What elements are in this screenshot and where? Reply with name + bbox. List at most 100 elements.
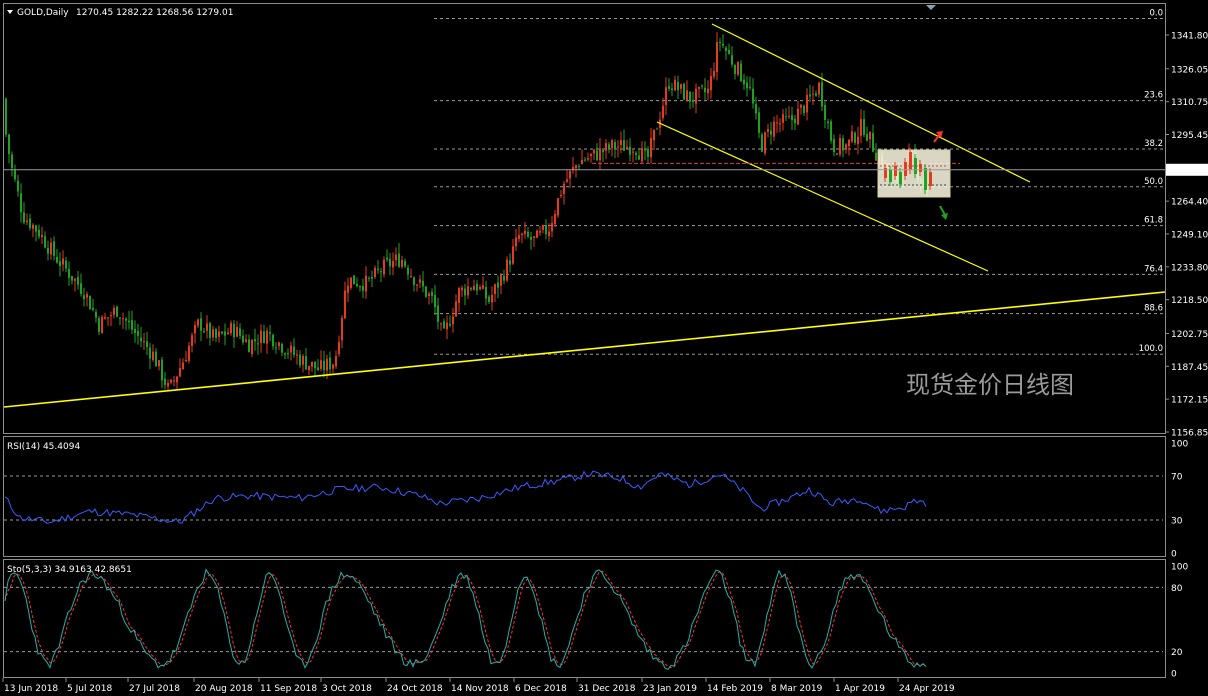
bullish-candle[interactable] bbox=[716, 42, 718, 73]
bearish-candle[interactable] bbox=[758, 112, 760, 133]
bullish-candle[interactable] bbox=[542, 225, 544, 230]
bullish-candle[interactable] bbox=[539, 231, 541, 233]
chart-menu-triangle-icon[interactable] bbox=[7, 10, 13, 14]
bullish-candle[interactable] bbox=[335, 356, 337, 367]
bullish-candle[interactable] bbox=[104, 317, 106, 319]
bearish-candle[interactable] bbox=[584, 159, 586, 161]
box-candle[interactable] bbox=[894, 166, 897, 176]
bullish-candle[interactable] bbox=[173, 380, 175, 382]
bearish-candle[interactable] bbox=[23, 212, 25, 223]
bullish-candle[interactable] bbox=[62, 258, 64, 265]
bearish-candle[interactable] bbox=[755, 104, 757, 114]
bearish-candle[interactable] bbox=[875, 152, 877, 161]
bullish-candle[interactable] bbox=[572, 166, 574, 170]
bullish-candle[interactable] bbox=[278, 342, 280, 347]
bearish-candle[interactable] bbox=[545, 225, 547, 235]
bullish-candle[interactable] bbox=[641, 148, 643, 162]
bearish-candle[interactable] bbox=[809, 94, 811, 97]
bullish-candle[interactable] bbox=[665, 87, 667, 105]
bullish-candle[interactable] bbox=[512, 246, 514, 264]
bullish-candle[interactable] bbox=[446, 322, 448, 330]
bearish-candle[interactable] bbox=[44, 236, 46, 248]
bullish-candle[interactable] bbox=[401, 259, 403, 267]
bullish-candle[interactable] bbox=[320, 360, 322, 369]
bullish-candle[interactable] bbox=[395, 254, 397, 260]
bearish-candle[interactable] bbox=[692, 100, 694, 102]
bearish-candle[interactable] bbox=[353, 275, 355, 285]
bearish-candle[interactable] bbox=[161, 359, 163, 381]
bearish-candle[interactable] bbox=[746, 82, 748, 89]
bearish-candle[interactable] bbox=[476, 283, 478, 291]
bearish-candle[interactable] bbox=[833, 139, 835, 153]
bullish-candle[interactable] bbox=[344, 290, 346, 319]
bullish-candle[interactable] bbox=[107, 317, 109, 319]
bearish-candle[interactable] bbox=[263, 331, 265, 343]
bearish-candle[interactable] bbox=[821, 82, 823, 107]
bearish-candle[interactable] bbox=[209, 323, 211, 338]
bearish-candle[interactable] bbox=[683, 83, 685, 100]
bullish-candle[interactable] bbox=[218, 331, 220, 337]
bullish-candle[interactable] bbox=[41, 234, 43, 237]
bearish-candle[interactable] bbox=[872, 133, 874, 152]
stochastic-main-line[interactable] bbox=[4, 568, 927, 671]
box-candle[interactable] bbox=[889, 170, 892, 182]
bullish-candle[interactable] bbox=[152, 351, 154, 361]
bullish-candle[interactable] bbox=[674, 79, 676, 91]
bearish-candle[interactable] bbox=[671, 88, 673, 91]
bullish-candle[interactable] bbox=[698, 86, 700, 89]
box-candle[interactable] bbox=[919, 164, 922, 172]
bearish-candle[interactable] bbox=[65, 260, 67, 269]
bearish-candle[interactable] bbox=[485, 286, 487, 299]
bullish-candle[interactable] bbox=[461, 287, 463, 291]
bullish-candle[interactable] bbox=[566, 179, 568, 182]
bullish-candle[interactable] bbox=[782, 114, 784, 123]
bearish-candle[interactable] bbox=[830, 121, 832, 141]
bullish-candle[interactable] bbox=[365, 275, 367, 292]
bullish-candle[interactable] bbox=[290, 345, 292, 353]
bearish-candle[interactable] bbox=[743, 79, 745, 85]
bullish-candle[interactable] bbox=[227, 332, 229, 334]
bearish-candle[interactable] bbox=[638, 155, 640, 160]
bearish-candle[interactable] bbox=[404, 260, 406, 267]
bearish-candle[interactable] bbox=[59, 261, 61, 267]
bullish-candle[interactable] bbox=[710, 76, 712, 91]
bearish-candle[interactable] bbox=[749, 86, 751, 88]
bullish-candle[interactable] bbox=[632, 151, 634, 153]
bullish-candle[interactable] bbox=[776, 122, 778, 124]
bearish-candle[interactable] bbox=[722, 43, 724, 46]
bearish-candle[interactable] bbox=[98, 318, 100, 332]
bearish-candle[interactable] bbox=[233, 323, 235, 338]
bearish-candle[interactable] bbox=[377, 268, 379, 271]
bullish-candle[interactable] bbox=[515, 237, 517, 247]
bullish-candle[interactable] bbox=[599, 148, 601, 161]
bearish-candle[interactable] bbox=[146, 341, 148, 348]
bearish-candle[interactable] bbox=[731, 55, 733, 65]
bearish-candle[interactable] bbox=[509, 260, 511, 265]
bullish-candle[interactable] bbox=[845, 144, 847, 150]
bearish-candle[interactable] bbox=[224, 331, 226, 336]
bullish-candle[interactable] bbox=[179, 368, 181, 377]
box-candle[interactable] bbox=[924, 168, 927, 190]
box-candle[interactable] bbox=[904, 162, 907, 176]
bearish-candle[interactable] bbox=[719, 42, 721, 44]
bearish-candle[interactable] bbox=[866, 133, 868, 141]
bearish-candle[interactable] bbox=[497, 282, 499, 288]
bullish-candle[interactable] bbox=[32, 224, 34, 229]
bullish-candle[interactable] bbox=[518, 235, 520, 239]
bullish-candle[interactable] bbox=[188, 345, 190, 361]
bearish-candle[interactable] bbox=[116, 306, 118, 317]
bullish-candle[interactable] bbox=[101, 316, 103, 334]
bullish-candle[interactable] bbox=[185, 359, 187, 362]
bearish-candle[interactable] bbox=[140, 337, 142, 342]
bearish-candle[interactable] bbox=[824, 104, 826, 121]
chart-shift-marker-icon[interactable] bbox=[926, 5, 936, 10]
bullish-candle[interactable] bbox=[26, 220, 28, 223]
bearish-candle[interactable] bbox=[17, 180, 19, 192]
bearish-candle[interactable] bbox=[281, 344, 283, 353]
bullish-candle[interactable] bbox=[560, 194, 562, 197]
bullish-candle[interactable] bbox=[662, 105, 664, 119]
bullish-candle[interactable] bbox=[122, 318, 124, 320]
bullish-candle[interactable] bbox=[575, 165, 577, 169]
bearish-candle[interactable] bbox=[305, 356, 307, 370]
box-candle[interactable] bbox=[929, 172, 932, 186]
